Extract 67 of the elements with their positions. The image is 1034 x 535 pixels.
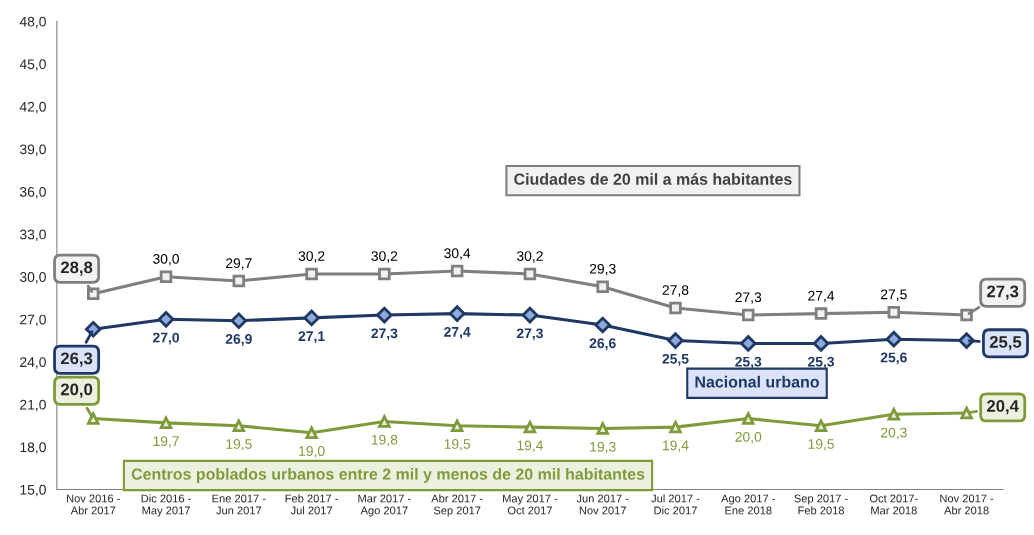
x-tick-label: Dic 2016 - May 2017 (141, 494, 191, 517)
data-label: 19,0 (299, 446, 325, 458)
x-tick-label: Jun 2017 - Nov 2017 (576, 494, 629, 515)
text: Ciudades de 20 mil a más habitantes (514, 172, 792, 185)
x-tick-label: Jul 2017 - Dic 2017 (651, 494, 700, 515)
y-tick-label: 45,0 (19, 59, 46, 71)
y-tick-label: 15,0 (20, 484, 46, 497)
data-label: 26,3 (60, 352, 93, 367)
x-tick-label: Oct 2017- Mar 2018 (869, 494, 918, 515)
data-label: 27,3 (987, 285, 1019, 300)
data-label: 26,9 (225, 334, 252, 346)
x-tick-label: Feb 2017 - Jul 2017 (285, 494, 338, 515)
data-label: 19,5 (444, 439, 471, 451)
data-label: 20,0 (60, 383, 93, 398)
data-label: 27,5 (881, 289, 907, 301)
x-tick-label: Ene 2017 - Jun 2017 (212, 494, 266, 515)
data-label: 19,7 (153, 436, 179, 448)
x-tick-label: Mar 2017 - Ago 2017 (358, 494, 411, 517)
text: Centros poblados urbanos entre 2 mil y menos de 20 mil habitantes (131, 468, 645, 483)
data-label: 27,0 (153, 332, 179, 345)
data-label: 27,4 (808, 290, 835, 303)
y-tick-label: 33,0 (19, 229, 46, 241)
data-label: 29,3 (589, 263, 616, 276)
data-label: 20,3 (881, 427, 907, 440)
data-label: 19,8 (371, 434, 398, 447)
series-label: Nacional urbano (695, 375, 819, 388)
x-tick-label: Nov 2017 - Abr 2018 (940, 494, 994, 515)
data-label: 27,4 (444, 326, 471, 339)
data-label: 30,2 (516, 251, 543, 263)
data-label: 19,3 (590, 441, 616, 454)
data-label: 25,3 (808, 356, 835, 369)
data-label: 30,4 (444, 248, 471, 260)
x-tick-label: Ago 2017 - Ene 2018 (721, 494, 775, 515)
data-label: 25,6 (880, 352, 907, 365)
data-label: 29,7 (226, 258, 252, 270)
y-tick-label: 24,0 (20, 357, 46, 369)
data-label: 30,0 (153, 253, 180, 266)
data-label: 19,5 (808, 439, 834, 451)
y-tick-label: 39,0 (19, 144, 46, 156)
data-label: 25,5 (989, 336, 1022, 351)
y-tick-label: 27,0 (20, 314, 46, 327)
data-label: 25,5 (662, 353, 689, 366)
data-label: 27,3 (371, 328, 398, 341)
x-tick-label: May 2017 - Oct 2017 (503, 494, 558, 515)
data-label: 27,3 (516, 328, 543, 341)
x-tick-label: Abr 2017 - Sep 2017 (431, 494, 483, 517)
data-label: 19,5 (226, 439, 252, 451)
y-tick-label: 36,0 (19, 186, 46, 199)
data-label: 25,3 (735, 356, 762, 369)
data-label: 28,8 (60, 261, 93, 276)
data-label: 27,8 (662, 285, 689, 297)
data-label: 26,6 (589, 338, 616, 351)
x-tick-label: Sep 2017 - Feb 2018 (794, 494, 848, 515)
y-tick-label: 42,0 (19, 101, 46, 114)
data-label: 30,2 (298, 251, 325, 263)
data-label: 30,2 (371, 251, 398, 263)
data-label: 27,3 (735, 292, 762, 304)
data-label: 19,4 (517, 440, 544, 452)
data-label: 20,4 (987, 400, 1019, 415)
x-tick-label: Nov 2016 - Abr 2017 (67, 494, 120, 515)
y-tick-label: 18,0 (20, 442, 46, 454)
data-label: 27,1 (298, 331, 325, 344)
y-tick-label: 48,0 (19, 16, 46, 29)
y-tick-label: 30,0 (19, 272, 46, 284)
data-label: 20,0 (735, 431, 762, 444)
data-label: 19,4 (663, 440, 689, 452)
y-tick-label: 21,0 (20, 399, 46, 412)
